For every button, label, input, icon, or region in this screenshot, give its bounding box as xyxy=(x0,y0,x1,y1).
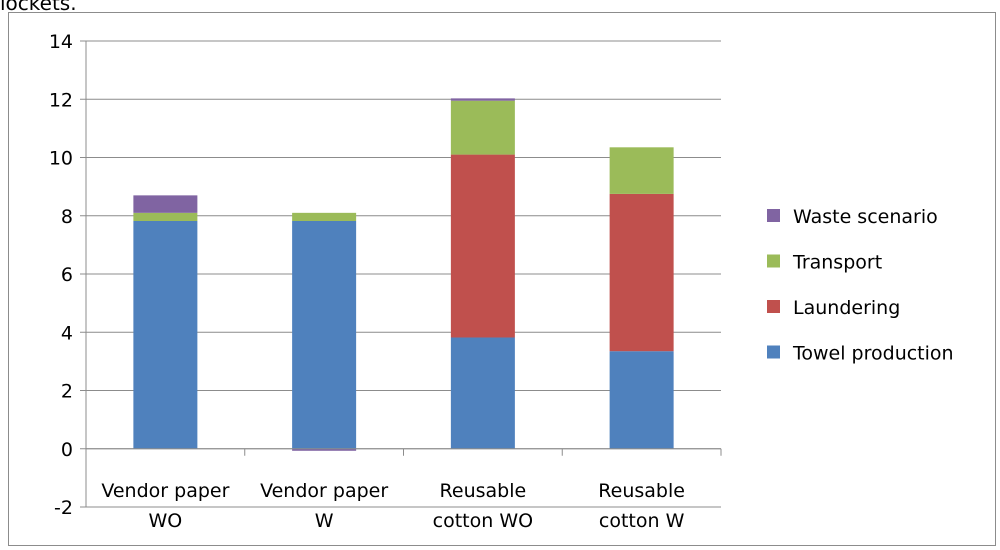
x-category-label: Reusable cotton W xyxy=(598,480,685,532)
x-category-label-line: Vendor paper xyxy=(260,480,388,502)
x-category-label-line: cotton WO xyxy=(433,510,533,532)
y-tick-label: 6 xyxy=(61,264,73,286)
y-tick-label: 14 xyxy=(49,31,73,53)
y-tick-label: -2 xyxy=(54,497,73,519)
bar-segment-towel-production xyxy=(609,351,674,449)
x-category-label: Reusable cotton WO xyxy=(433,480,533,532)
bar-segment-laundering xyxy=(450,154,515,338)
legend-label: Laundering xyxy=(793,297,900,319)
y-tick-label: 8 xyxy=(61,206,73,228)
legend-label: Towel production xyxy=(792,343,954,365)
bar-segment-transport xyxy=(609,147,674,194)
y-tick-label: 4 xyxy=(61,322,73,344)
y-tick-label: 0 xyxy=(61,439,73,461)
caption-fragment: lockets. xyxy=(0,0,77,15)
x-category-label-line: Reusable xyxy=(598,480,685,502)
bar-segment-transport xyxy=(133,212,198,221)
x-category-label-line: Vendor paper xyxy=(101,480,229,502)
y-tick-label: 2 xyxy=(61,381,73,403)
legend-swatch xyxy=(767,254,780,268)
y-tick-labels: -2 0 2 4 6 8 10 12 14 xyxy=(49,31,73,519)
axes xyxy=(80,40,722,508)
chart-area: -2 0 2 4 6 8 10 12 14 Vendor paper WO Vendor paper… xyxy=(8,12,996,546)
x-category-label-line: WO xyxy=(149,510,183,532)
x-category-label: Vendor paper WO xyxy=(101,480,229,532)
bar-segment-transport xyxy=(450,100,515,155)
legend-swatch xyxy=(767,345,780,359)
bar-segment-waste-scenario xyxy=(133,195,198,213)
x-category-label-line: W xyxy=(315,510,334,532)
bars xyxy=(133,98,674,451)
x-category-label: Vendor paper W xyxy=(260,480,388,532)
y-tick-label: 10 xyxy=(49,148,73,170)
bar-segment-transport xyxy=(292,212,357,221)
legend-swatch xyxy=(767,209,780,222)
bar-segment-laundering xyxy=(609,193,674,352)
bar-segment-towel-production xyxy=(450,337,515,449)
legend-label: Transport xyxy=(792,252,882,274)
bar-segment-towel-production xyxy=(133,220,198,449)
bar-segment-waste-scenario xyxy=(292,448,357,451)
legend: Waste scenario Transport Laundering Towel p… xyxy=(767,206,954,365)
legend-swatch xyxy=(767,300,780,313)
x-category-label-line: Reusable xyxy=(440,480,527,502)
x-category-labels: Vendor paper WO Vendor paper W Reusable cotto… xyxy=(101,480,685,532)
legend-label: Waste scenario xyxy=(793,206,938,228)
bar-segment-waste-scenario xyxy=(450,98,515,101)
bar-segment-towel-production xyxy=(292,220,357,449)
y-tick-label: 12 xyxy=(49,89,73,111)
x-category-label-line: cotton W xyxy=(599,510,685,532)
